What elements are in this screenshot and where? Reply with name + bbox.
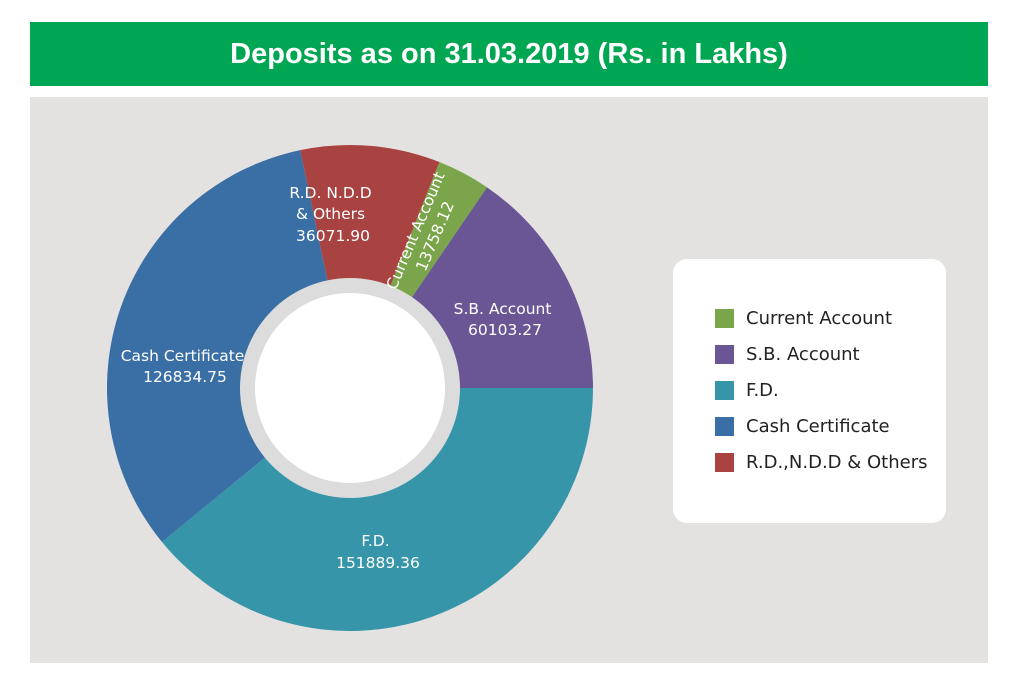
- legend-swatch: [715, 345, 734, 364]
- chart-title-banner: Deposits as on 31.03.2019 (Rs. in Lakhs): [30, 22, 988, 86]
- slice-label-rd: R.D. N.D.D & Others 36071.90: [289, 184, 376, 245]
- donut-slice-cash-certificate: [106, 150, 351, 542]
- legend-item-current-account: Current Account: [715, 308, 892, 329]
- legend-swatch: [715, 309, 734, 328]
- legend-label: Current Account: [746, 308, 893, 329]
- legend-swatch: [715, 417, 734, 436]
- slice-label-sb-account: S.B. Account 60103.27: [454, 300, 557, 339]
- slice-label-cash-certificate: Cash Certificate 126834.75: [121, 347, 250, 386]
- donut-slice-r-d-n-d-d-others: [300, 145, 440, 388]
- legend-swatch: [715, 453, 734, 472]
- legend-label: Cash Certificate: [746, 416, 890, 437]
- legend-label: F.D.: [746, 380, 779, 401]
- donut-hole: [255, 293, 445, 483]
- legend-label: S.B. Account: [746, 344, 860, 365]
- legend-label: R.D.,N.D.D & Others: [746, 452, 928, 473]
- legend-item-fd: F.D.: [715, 380, 779, 401]
- slice-label-fd: F.D. 151889.36: [336, 532, 420, 572]
- donut-slice-f-d: [161, 388, 593, 631]
- legend-item-sb-account: S.B. Account: [715, 344, 860, 365]
- legend-item-cash-certificate: Cash Certificate: [715, 416, 890, 437]
- legend-swatch: [715, 381, 734, 400]
- legend-item-rd-others: R.D.,N.D.D & Others: [715, 452, 928, 473]
- chart-title: Deposits as on 31.03.2019 (Rs. in Lakhs): [230, 37, 788, 70]
- legend: Current Account S.B. Account F.D. Cash C…: [673, 259, 946, 523]
